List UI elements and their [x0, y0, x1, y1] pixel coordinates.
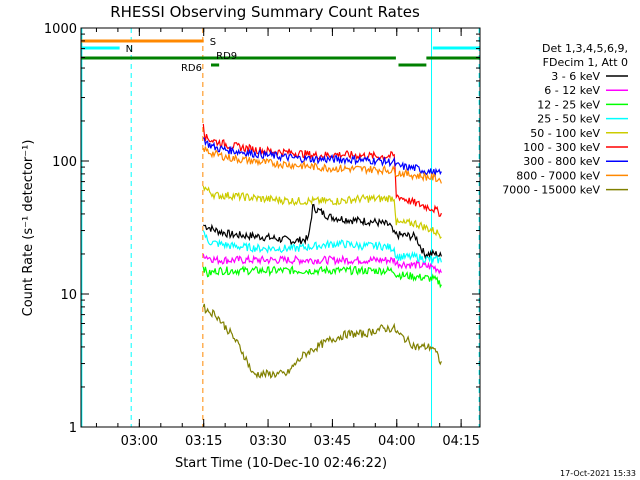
legend: Det 1,3,4,5,6,9, FDecim 1, Att 0 3 - 6 k… — [502, 42, 628, 197]
series-line-3-6-kev — [202, 203, 442, 260]
x-tick-label-03-15: 03:15 — [185, 434, 222, 449]
flag-label-n: N — [126, 44, 133, 55]
x-axis-label: Start Time (10-Dec-10 02:46:22) — [175, 456, 387, 471]
generated-timestamp: 17-Oct-2021 15:33 — [560, 469, 636, 478]
x-tick-label-03-30: 03:30 — [249, 434, 286, 449]
flag-label-rd9: RD9 — [216, 51, 237, 62]
x-tick-label-04-00: 04:00 — [378, 434, 415, 449]
x-tick-label-04-15: 04:15 — [442, 434, 479, 449]
y-axis: 1 10 100 1000 — [44, 22, 480, 436]
plot-frame — [80, 27, 481, 428]
legend-label-7000-15000-kev: 7000 - 15000 keV — [502, 184, 600, 197]
legend-label-6-12-kev: 6 - 12 keV — [544, 84, 600, 97]
legend-header-line-1: Det 1,3,4,5,6,9, — [542, 42, 628, 55]
series-lines — [202, 123, 442, 379]
legend-label-100-300-kev: 100 - 300 keV — [523, 141, 600, 154]
series-line-12-25-kev — [202, 264, 442, 289]
y-tick-label-10: 10 — [60, 288, 77, 303]
y-axis-label: Count Rate (s⁻¹ detector⁻¹) — [21, 140, 36, 317]
legend-label-300-800-kev: 300 - 800 keV — [523, 155, 600, 168]
x-tick-label-03-00: 03:00 — [121, 434, 158, 449]
legend-label-50-100-kev: 50 - 100 keV — [530, 127, 600, 140]
legend-label-800-7000-kev: 800 - 7000 keV — [516, 169, 600, 182]
x-tick-label-03-45: 03:45 — [314, 434, 351, 449]
series-line-6-12-kev — [202, 253, 442, 275]
flag-label-rd6: RD6 — [181, 63, 202, 74]
legend-label-12-25-kev: 12 - 25 keV — [537, 98, 600, 111]
top-flags: S N RD9 RD6 — [81, 37, 480, 74]
y-tick-label-100: 100 — [52, 155, 77, 170]
series-line-50-100-kev — [202, 185, 442, 240]
series-line-800-7000-kev — [202, 146, 442, 184]
y-tick-label-1: 1 — [69, 421, 77, 436]
flag-label-s: S — [210, 37, 216, 48]
vertical-markers — [81, 28, 480, 427]
series-line-25-50-kev — [202, 230, 442, 265]
series-line-7000-15000-kev — [202, 303, 442, 379]
chart-title: RHESSI Observing Summary Count Rates — [110, 3, 420, 21]
legend-label-25-50-kev: 25 - 50 keV — [537, 113, 600, 126]
y-tick-label-1000: 1000 — [44, 22, 77, 37]
series-line-300-800-kev — [202, 137, 442, 177]
x-axis: 03:00 03:15 03:30 03:45 04:00 04:15 — [95, 28, 480, 449]
legend-label-3-6-kev: 3 - 6 keV — [551, 70, 600, 83]
legend-header-line-2: FDecim 1, Att 0 — [543, 56, 628, 69]
